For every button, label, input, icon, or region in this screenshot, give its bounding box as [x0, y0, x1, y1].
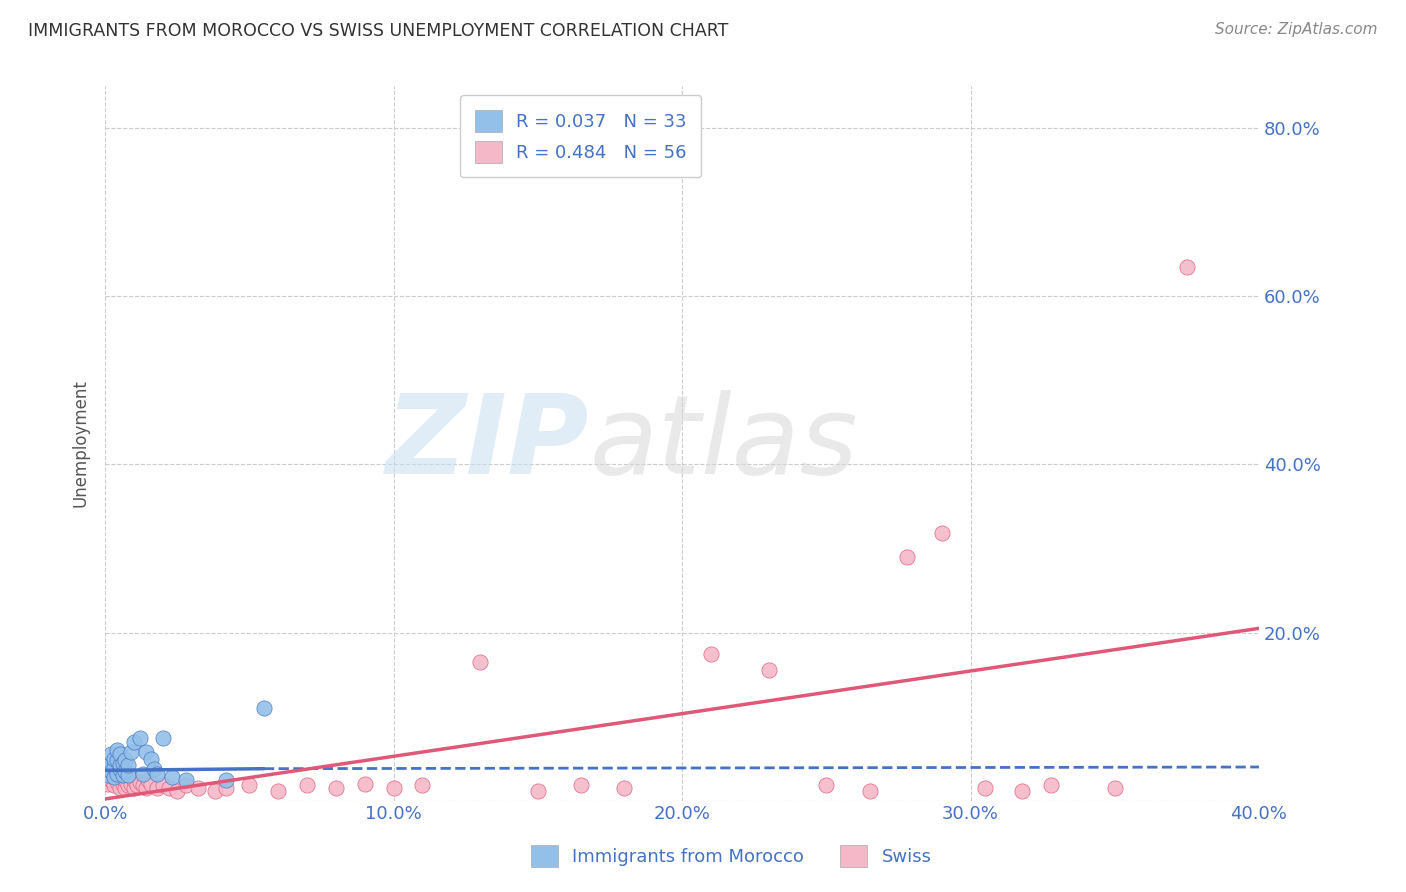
Point	[758, 664, 780, 678]
Point	[100, 772, 122, 787]
Point	[111, 766, 134, 780]
Point	[97, 762, 120, 776]
Point	[117, 779, 139, 793]
Point	[100, 756, 122, 770]
Point	[103, 762, 125, 776]
Point	[527, 783, 550, 797]
Point	[470, 655, 492, 669]
Point	[97, 768, 120, 782]
Point	[146, 766, 169, 780]
Point	[105, 775, 128, 789]
Point	[382, 780, 405, 795]
Point	[132, 766, 155, 780]
Text: Source: ZipAtlas.com: Source: ZipAtlas.com	[1215, 22, 1378, 37]
Point	[108, 747, 131, 762]
Point	[105, 766, 128, 780]
Point	[931, 526, 953, 541]
Point	[1040, 779, 1063, 793]
Point	[111, 756, 134, 770]
Point	[146, 780, 169, 795]
Point	[174, 779, 197, 793]
Point	[141, 777, 163, 791]
Point	[569, 779, 592, 793]
Point	[215, 772, 238, 787]
Point	[138, 772, 160, 787]
Point	[858, 783, 880, 797]
Point	[135, 780, 157, 795]
Point	[215, 780, 238, 795]
Point	[974, 780, 997, 795]
Point	[353, 777, 375, 791]
Point	[267, 783, 290, 797]
Point	[125, 779, 148, 793]
Point	[108, 770, 131, 784]
Point	[295, 779, 318, 793]
Point	[204, 783, 226, 797]
Point	[114, 753, 136, 767]
Point	[122, 735, 145, 749]
Point	[325, 780, 347, 795]
Point	[128, 775, 150, 789]
Point	[238, 779, 260, 793]
Point	[111, 777, 134, 791]
Point	[103, 751, 125, 765]
Point	[103, 760, 125, 774]
Point	[105, 753, 128, 767]
Point	[117, 768, 139, 782]
Point	[1104, 780, 1126, 795]
Point	[103, 768, 125, 782]
Point	[700, 647, 723, 661]
Point	[117, 758, 139, 772]
Point	[253, 701, 276, 715]
Legend: Immigrants from Morocco, Swiss: Immigrants from Morocco, Swiss	[523, 838, 939, 874]
Point	[186, 780, 208, 795]
Legend: R = 0.037   N = 33, R = 0.484   N = 56: R = 0.037 N = 33, R = 0.484 N = 56	[460, 95, 702, 178]
Point	[613, 780, 636, 795]
Point	[132, 779, 155, 793]
Point	[108, 758, 131, 772]
Point	[114, 772, 136, 787]
Point	[120, 777, 142, 791]
Point	[896, 549, 918, 564]
Y-axis label: Unemployment: Unemployment	[72, 380, 89, 508]
Point	[157, 780, 180, 795]
Point	[160, 770, 183, 784]
Point	[166, 783, 188, 797]
Point	[117, 768, 139, 782]
Point	[103, 779, 125, 793]
Text: ZIP: ZIP	[387, 390, 589, 497]
Point	[152, 731, 174, 745]
Point	[815, 779, 838, 793]
Point	[152, 779, 174, 793]
Point	[108, 762, 131, 776]
Point	[174, 772, 197, 787]
Point	[105, 743, 128, 757]
Point	[1011, 783, 1033, 797]
Text: IMMIGRANTS FROM MOROCCO VS SWISS UNEMPLOYMENT CORRELATION CHART: IMMIGRANTS FROM MOROCCO VS SWISS UNEMPLO…	[28, 22, 728, 40]
Point	[114, 764, 136, 779]
Point	[105, 766, 128, 780]
Point	[1175, 260, 1198, 274]
Point	[122, 780, 145, 795]
Text: atlas: atlas	[589, 390, 859, 497]
Point	[114, 780, 136, 795]
Point	[103, 770, 125, 784]
Point	[100, 764, 122, 779]
Point	[100, 764, 122, 779]
Point	[143, 762, 166, 776]
Point	[128, 731, 150, 745]
Point	[141, 751, 163, 765]
Point	[108, 780, 131, 795]
Point	[100, 747, 122, 762]
Point	[135, 745, 157, 759]
Point	[122, 772, 145, 787]
Point	[97, 768, 120, 782]
Point	[120, 745, 142, 759]
Point	[111, 768, 134, 782]
Point	[97, 777, 120, 791]
Point	[411, 779, 433, 793]
